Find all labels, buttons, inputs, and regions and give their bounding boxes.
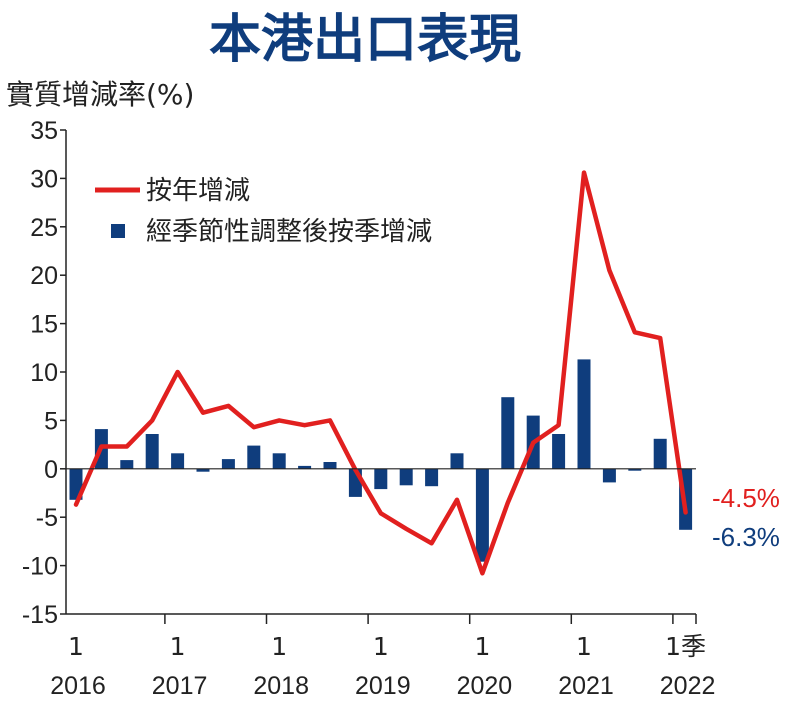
x-tick-label-year: 2022: [660, 672, 716, 700]
x-tick-label-quarter: 1: [373, 632, 389, 661]
legend-bar-swatch: [111, 224, 125, 238]
x-tick-label-year: 2019: [355, 672, 411, 700]
x-tick-label-year: 2020: [457, 672, 513, 700]
bar: [628, 468, 642, 471]
y-tick-label: 30: [30, 165, 58, 193]
y-tick-label: 0: [44, 456, 58, 484]
y-axis-ticks: 35 30 25 20 15 10 5 0 -5 -10 -15: [22, 117, 66, 629]
legend-bar-label: 經季節性調整後按季增減: [146, 217, 432, 247]
x-tick-label-year: 2018: [253, 672, 309, 700]
bar: [196, 468, 210, 472]
x-tick-label-quarter: 1季: [665, 632, 706, 661]
legend: 按年增減 經季節性調整後按季增減: [95, 176, 432, 247]
bar: [221, 459, 235, 469]
y-tick-label: -5: [36, 504, 58, 532]
bar: [501, 397, 515, 469]
bar: [577, 359, 591, 469]
bar-series: [69, 359, 693, 562]
x-tick-label-year: 2017: [152, 672, 208, 700]
y-tick-label: 10: [30, 359, 58, 387]
x-tick-label-quarter: 1: [68, 632, 84, 661]
bar: [552, 434, 566, 469]
x-tick-label-quarter: 1: [271, 632, 287, 661]
bar: [425, 468, 439, 487]
x-tick-label-year: 2021: [558, 672, 614, 700]
y-tick-label: 35: [30, 117, 58, 145]
y-tick-label: 5: [44, 407, 58, 435]
y-tick-label: 25: [30, 214, 58, 242]
bar: [272, 453, 286, 469]
legend-line-label: 按年增減: [146, 176, 250, 206]
x-tick-label-quarter: 1: [576, 632, 592, 661]
bar: [298, 465, 312, 469]
bar: [602, 468, 616, 483]
bar: [475, 468, 489, 562]
end-label-line: -4.5%: [712, 483, 780, 513]
bar: [247, 445, 261, 469]
y-axis-label: 實質增減率(%): [6, 78, 194, 111]
line-series: [73, 170, 688, 576]
bar: [450, 453, 464, 469]
bar: [653, 438, 667, 469]
x-tick-label-quarter: 1: [474, 632, 490, 661]
end-label-bar: -6.3%: [712, 522, 780, 552]
x-tick-label-year: 2016: [50, 672, 106, 700]
x-tick-label-quarter: 1: [170, 632, 186, 661]
bar: [145, 434, 159, 469]
line-path: [73, 170, 688, 576]
x-axis-ticks: 1 2016 1 2017 1 2018 1 2019 1 2020 1 2021 1季 2022: [50, 614, 715, 700]
bar: [171, 453, 185, 469]
bar: [120, 460, 134, 469]
y-tick-label: 20: [30, 262, 58, 290]
y-tick-label: 15: [30, 311, 58, 339]
bar: [399, 468, 413, 486]
bar: [323, 462, 337, 469]
y-tick-label: -15: [22, 601, 58, 629]
bar: [374, 468, 388, 490]
chart-title: 本港出口表現: [209, 10, 521, 70]
y-tick-label: -10: [22, 553, 58, 581]
